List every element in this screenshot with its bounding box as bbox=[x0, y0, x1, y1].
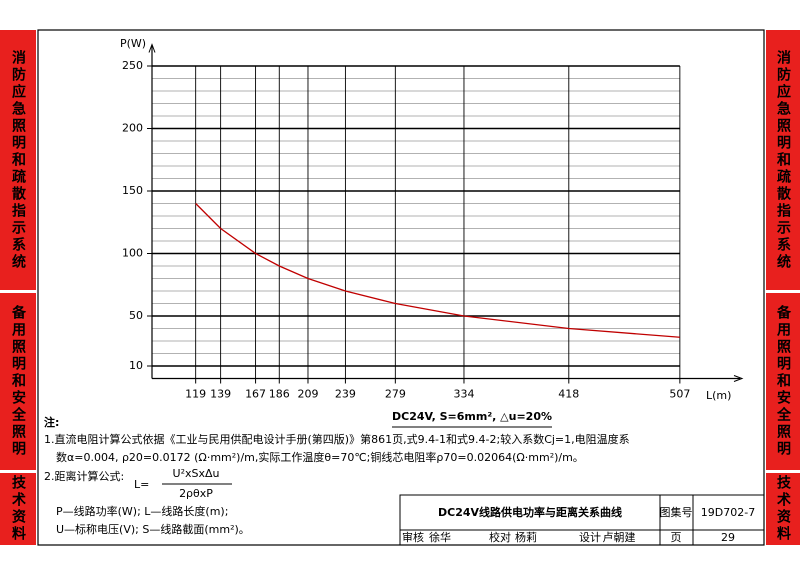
x-tick-label: 167 bbox=[245, 388, 266, 401]
y-tick-label: 50 bbox=[129, 309, 143, 322]
side-tab: 备用照明和安全照明 bbox=[0, 293, 36, 470]
note-line: 2.距离计算公式: bbox=[44, 469, 124, 483]
x-tick-label: 209 bbox=[297, 388, 318, 401]
review-label: 审核 bbox=[402, 530, 424, 544]
x-tick-label: 334 bbox=[453, 388, 474, 401]
x-tick-label: 119 bbox=[185, 388, 206, 401]
x-tick-label: 507 bbox=[669, 388, 690, 401]
x-tick-label: 239 bbox=[335, 388, 356, 401]
note-line: 数α=0.004, ρ20=0.0172 (Ω·mm²)/m,实际工作温度θ=7… bbox=[56, 450, 584, 464]
x-tick-label: 418 bbox=[558, 388, 579, 401]
note-line: U—标称电压(V); S—线路截面(mm²)。 bbox=[56, 522, 250, 536]
formula-lhs: L= bbox=[134, 478, 149, 491]
x-tick-label: 186 bbox=[269, 388, 290, 401]
note-line: 1.直流电阻计算公式依据《工业与民用供配电设计手册(第四版)》第861页,式9.… bbox=[44, 432, 630, 446]
y-tick-label: 250 bbox=[122, 59, 143, 72]
side-tab: 消防应急照明和疏散指示系统 bbox=[0, 30, 36, 290]
design-label: 设计 bbox=[579, 531, 601, 544]
reviewer: 徐华 bbox=[429, 530, 451, 544]
checker: 杨莉 bbox=[515, 530, 537, 544]
note-heading: 注: bbox=[44, 415, 59, 429]
title-block-frame bbox=[399, 494, 765, 546]
note-line: P—线路功率(W); L—线路长度(m); bbox=[56, 504, 228, 518]
side-tab: 备用照明和安全照明 bbox=[766, 293, 800, 470]
page-label: 页 bbox=[671, 531, 682, 544]
atlas-label: 图集号 bbox=[660, 505, 693, 519]
y-axis-arrow bbox=[148, 43, 156, 53]
side-tab: 技术资料 bbox=[0, 473, 36, 545]
check-label: 校对 bbox=[489, 530, 511, 544]
chart-title: DC24V, S=6mm², △u=20% bbox=[392, 410, 552, 423]
page-number: 29 bbox=[721, 531, 735, 544]
formula-numerator: U²xSxΔu bbox=[173, 467, 220, 480]
x-axis-label: L(m) bbox=[706, 389, 731, 402]
y-tick-label: 200 bbox=[122, 122, 143, 135]
x-axis-arrow bbox=[733, 375, 744, 382]
y-tick-label: 10 bbox=[129, 359, 143, 372]
frame bbox=[37, 29, 765, 546]
formula-denominator: 2ρθxP bbox=[179, 487, 213, 500]
y-tick-label: 150 bbox=[122, 184, 143, 197]
title-block bbox=[399, 494, 765, 546]
side-tab: 技术资料 bbox=[766, 473, 800, 545]
curve bbox=[195, 203, 680, 338]
y-tick-label: 100 bbox=[122, 247, 143, 260]
x-tick-label: 139 bbox=[210, 388, 231, 401]
x-tick-label: 279 bbox=[385, 388, 406, 401]
side-tab: 消防应急照明和疏散指示系统 bbox=[766, 30, 800, 290]
y-axis-label: P(W) bbox=[120, 37, 146, 50]
designer: 卢朝建 bbox=[603, 530, 636, 544]
atlas-number: 19D702-7 bbox=[701, 506, 755, 519]
drawing-title: DC24V线路供电功率与距离关系曲线 bbox=[438, 505, 622, 519]
